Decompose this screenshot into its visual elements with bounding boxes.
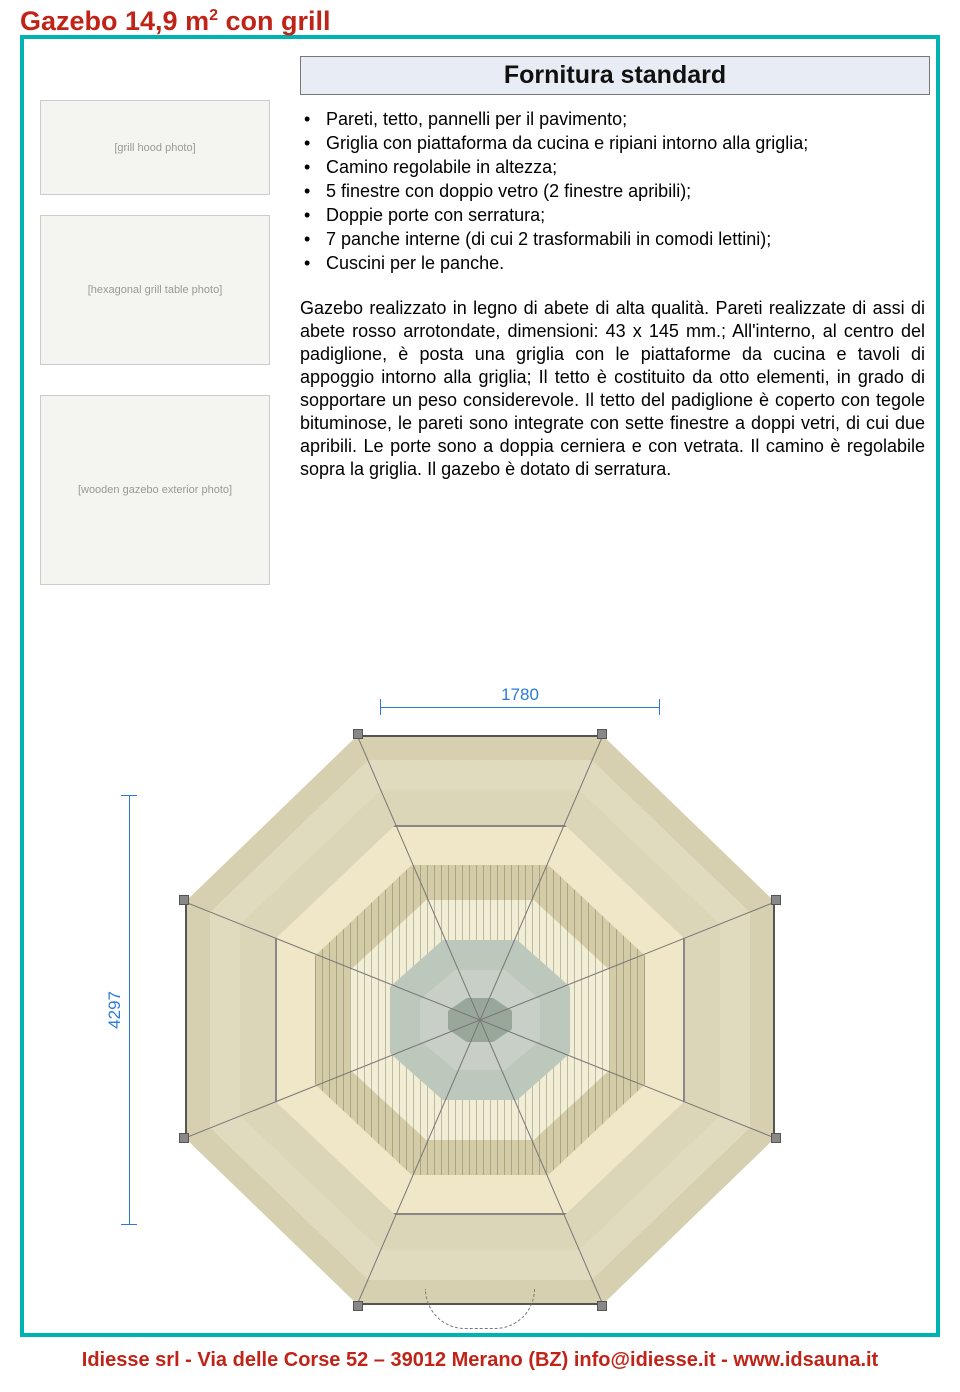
list-item: Cuscini per le panche. — [326, 252, 925, 275]
footer-text: Idiesse srl - Via delle Corse 52 – 39012… — [20, 1349, 940, 1372]
corner-post — [597, 729, 607, 739]
corner-post — [179, 1133, 189, 1143]
list-item: Camino regolabile in altezza; — [326, 156, 925, 179]
dimension-left: 4297 — [105, 795, 130, 1225]
list-item: 5 finestre con doppio vetro (2 finestre … — [326, 180, 925, 203]
list-item: Doppie porte con serratura; — [326, 204, 925, 227]
corner-post — [771, 1133, 781, 1143]
title-suffix: con grill — [218, 6, 331, 36]
content-column: Pareti, tetto, pannelli per il pavimento… — [300, 108, 925, 481]
dimension-top: 1780 — [380, 685, 660, 708]
image-grill-table: [hexagonal grill table photo] — [40, 215, 270, 365]
title-prefix: Gazebo 14,9 m — [20, 6, 209, 36]
octagon-plan — [185, 735, 775, 1305]
corner-post — [353, 1301, 363, 1311]
corner-post — [179, 895, 189, 905]
corner-post — [353, 729, 363, 739]
corner-post — [597, 1301, 607, 1311]
description-paragraph: Gazebo realizzato in legno di abete di a… — [300, 297, 925, 481]
section-header: Fornitura standard — [300, 56, 930, 95]
image-gazebo-exterior: [wooden gazebo exterior photo] — [40, 395, 270, 585]
dimension-left-line — [129, 795, 130, 1225]
feature-list: Pareti, tetto, pannelli per il pavimento… — [300, 108, 925, 275]
page-title: Gazebo 14,9 m2 con grill — [20, 6, 331, 37]
image-grill-hood: [grill hood photo] — [40, 100, 270, 195]
title-sup: 2 — [209, 7, 218, 24]
corner-post — [771, 895, 781, 905]
oct-chimney — [448, 998, 512, 1042]
list-item: Griglia con piattaforma da cucina e ripi… — [326, 132, 925, 155]
list-item: Pareti, tetto, pannelli per il pavimento… — [326, 108, 925, 131]
dimension-left-label: 4297 — [105, 991, 125, 1029]
dimension-top-label: 1780 — [501, 685, 539, 705]
list-item: 7 panche interne (di cui 2 trasformabili… — [326, 228, 925, 251]
floorplan-diagram: 1780 4297 4651 — [100, 695, 860, 1315]
image-column: [grill hood photo] [hexagonal grill tabl… — [40, 100, 280, 605]
dimension-top-line — [380, 707, 660, 708]
